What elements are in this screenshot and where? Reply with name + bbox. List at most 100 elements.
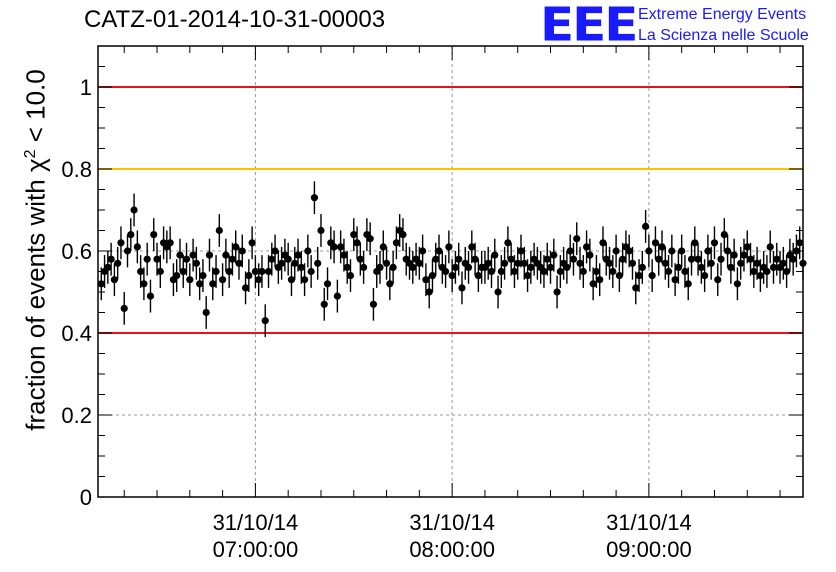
data-point [576,259,584,267]
data-point [635,272,643,280]
y-axis-label-superscript: 2 [21,149,39,159]
data-point [251,267,259,276]
data-point [743,243,751,251]
data-point [451,263,460,271]
logo-line-2: La Scienza nelle Scuole [638,27,809,44]
data-point [556,267,564,276]
data-point [707,259,715,267]
data-point [684,280,692,288]
data-point [550,251,558,259]
data-point [609,267,617,276]
data-point [484,259,492,267]
data-point [268,255,276,263]
x-tick-label-date: 31/10/14 [606,510,692,535]
data-point [448,272,456,280]
y-tick-label: 0.8 [61,157,92,182]
data-point [356,255,364,263]
data-point [727,263,735,271]
data-point [284,255,292,263]
data-point [632,284,640,292]
data-point [579,267,587,276]
y-tick-label: 0 [80,485,92,510]
data-point [241,284,250,292]
data-point [769,263,778,271]
data-point [468,243,476,251]
data-point [215,226,223,235]
data-point [491,251,499,259]
data-point [714,276,722,284]
data-point [110,276,118,284]
data-point [523,272,532,280]
data-point [415,259,423,267]
data-point [582,243,591,251]
data-point [756,272,764,280]
data-point [648,272,656,280]
eee-logo: EEE [540,0,638,52]
data-point [346,272,355,280]
data-point [123,247,132,255]
data-point [553,288,561,296]
data-point [199,272,207,280]
data-point [694,255,702,263]
data-point [366,235,374,243]
data-point [255,276,263,284]
data-point [737,259,745,267]
data-point [487,267,496,276]
data-point [323,280,332,288]
data-point [655,255,663,263]
data-point [389,263,397,271]
chart-title: CATZ-01-2014-10-31-00003 [84,6,386,33]
data-point [235,259,243,267]
data-point [317,226,325,235]
x-tick-label-date: 31/10/14 [213,510,299,535]
data-point [156,267,164,276]
data-point [569,255,578,263]
data-point [432,255,440,263]
data-point [228,255,237,263]
data-point [310,194,319,202]
data-point [189,251,197,259]
data-point [294,251,302,259]
data-point [645,247,653,255]
data-point [300,276,309,284]
data-point [746,255,755,263]
data-point [792,247,801,255]
data-point [307,267,315,276]
data-point [789,255,797,263]
data-point [382,259,391,267]
data-point [501,259,509,267]
data-point [540,267,548,276]
data-point [143,255,151,263]
y-axis-label-suffix: < 10.0 [20,69,51,150]
data-point [179,267,187,276]
data-point [750,267,758,276]
data-point [337,243,345,251]
data-point [779,259,787,267]
data-point [287,276,296,284]
data-point [222,251,230,259]
data-point [642,222,650,230]
data-point [238,247,246,255]
data-point [563,263,571,271]
data-point [671,276,679,284]
data-point [592,267,601,276]
data-point [586,251,594,259]
data-point [425,288,433,296]
data-point [333,292,341,300]
y-tick-label: 0.6 [61,239,92,264]
data-point [668,247,676,255]
data-point [340,251,348,259]
data-point [428,272,437,280]
data-point [596,276,604,284]
data-point [678,247,686,255]
data-point [664,267,673,276]
data-point [320,300,328,308]
data-point [376,263,384,271]
data-point [445,243,453,251]
data-point [140,280,148,288]
data-point [173,272,181,280]
x-tick-label-time: 08:00:00 [409,537,495,562]
data-point [441,267,450,276]
data-point [651,239,660,247]
data-point [386,280,394,288]
